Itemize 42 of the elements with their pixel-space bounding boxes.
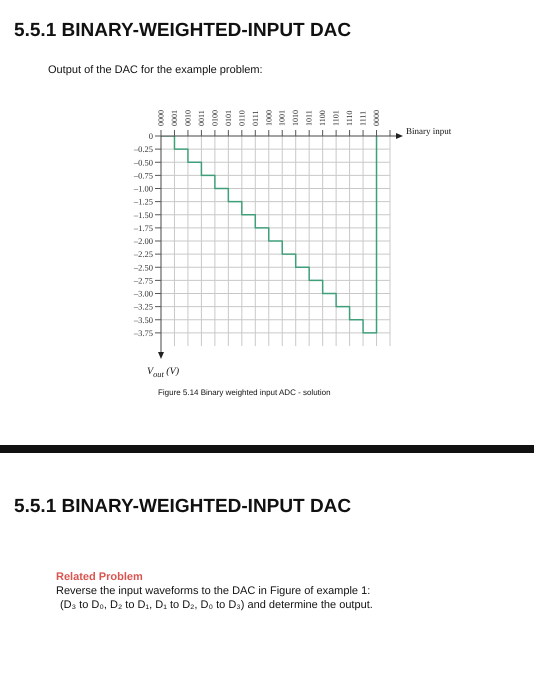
y-tick-label: –3.50 [132,314,153,325]
x-tick-label: 1001 [278,110,287,126]
y-tick-label: –1.00 [132,184,153,194]
x-tick-label: 1110 [345,110,354,126]
x-tick-label: 0100 [210,110,220,126]
y-tick-label: –0.75 [132,170,153,180]
y-tick-label: –3.75 [132,328,153,338]
y-tick-label: –0.50 [132,157,153,168]
y-tick-label: –3.25 [132,302,153,312]
y-tick-label: –2.75 [132,275,153,286]
x-tick-label: 1010 [291,110,300,126]
y-tick-label: –2.00 [132,236,153,246]
caption: Figure 5.14 Binary weighted input ADC - solution [158,388,331,397]
x-tick-label: 1111 [358,110,368,126]
y-tick-label: –0.25 [132,144,153,154]
x-tick-label: 0110 [237,110,246,126]
x-tick-label: 0000 [372,110,382,126]
x-tick-label: 0101 [224,110,233,126]
y-tick-label: –1.25 [132,196,153,207]
y-tick-label: –2.50 [132,262,153,272]
text: Related Problem [56,571,143,583]
text: (D₃ to D₀, D₂ to D₁, D₁ to D₂, D₀ to D₃) and determine the output. [60,599,373,611]
x-tick-label: 1000 [264,110,274,126]
x-tick-label: 1100 [318,110,328,126]
text: Reverse the input waveforms to the DAC in Figure of example 1: [56,585,370,597]
x-tick-label: 0000 [156,110,166,126]
chart-subtitle: Output of the DAC for the example problem: [48,64,263,76]
text: 5.5.1 BINARY-WEIGHTED-INPUT DAC [14,496,352,517]
y-tick-label: –3.00 [132,288,153,299]
y-tick-label: 0 [148,131,153,142]
y-tick-label: –2.25 [132,249,153,260]
x-tick-label: 1101 [332,110,341,126]
x-tick-label: 0001 [170,110,179,126]
x-tick-label: 1011 [304,110,314,126]
y-axis-title: V$_{out}$ (V) [147,366,180,379]
x-tick-label: 0011 [196,110,206,126]
chart-title: 5.5.1 BINARY-WEIGHTED-INPUT DAC [14,20,352,41]
y-tick-label: –1.50 [132,210,153,220]
x-tick-label: 0111 [250,110,260,126]
y-tick-label: –1.75 [132,222,153,233]
x-tick-label: 0010 [183,110,192,126]
x-axis-title: Binary input [406,126,452,136]
